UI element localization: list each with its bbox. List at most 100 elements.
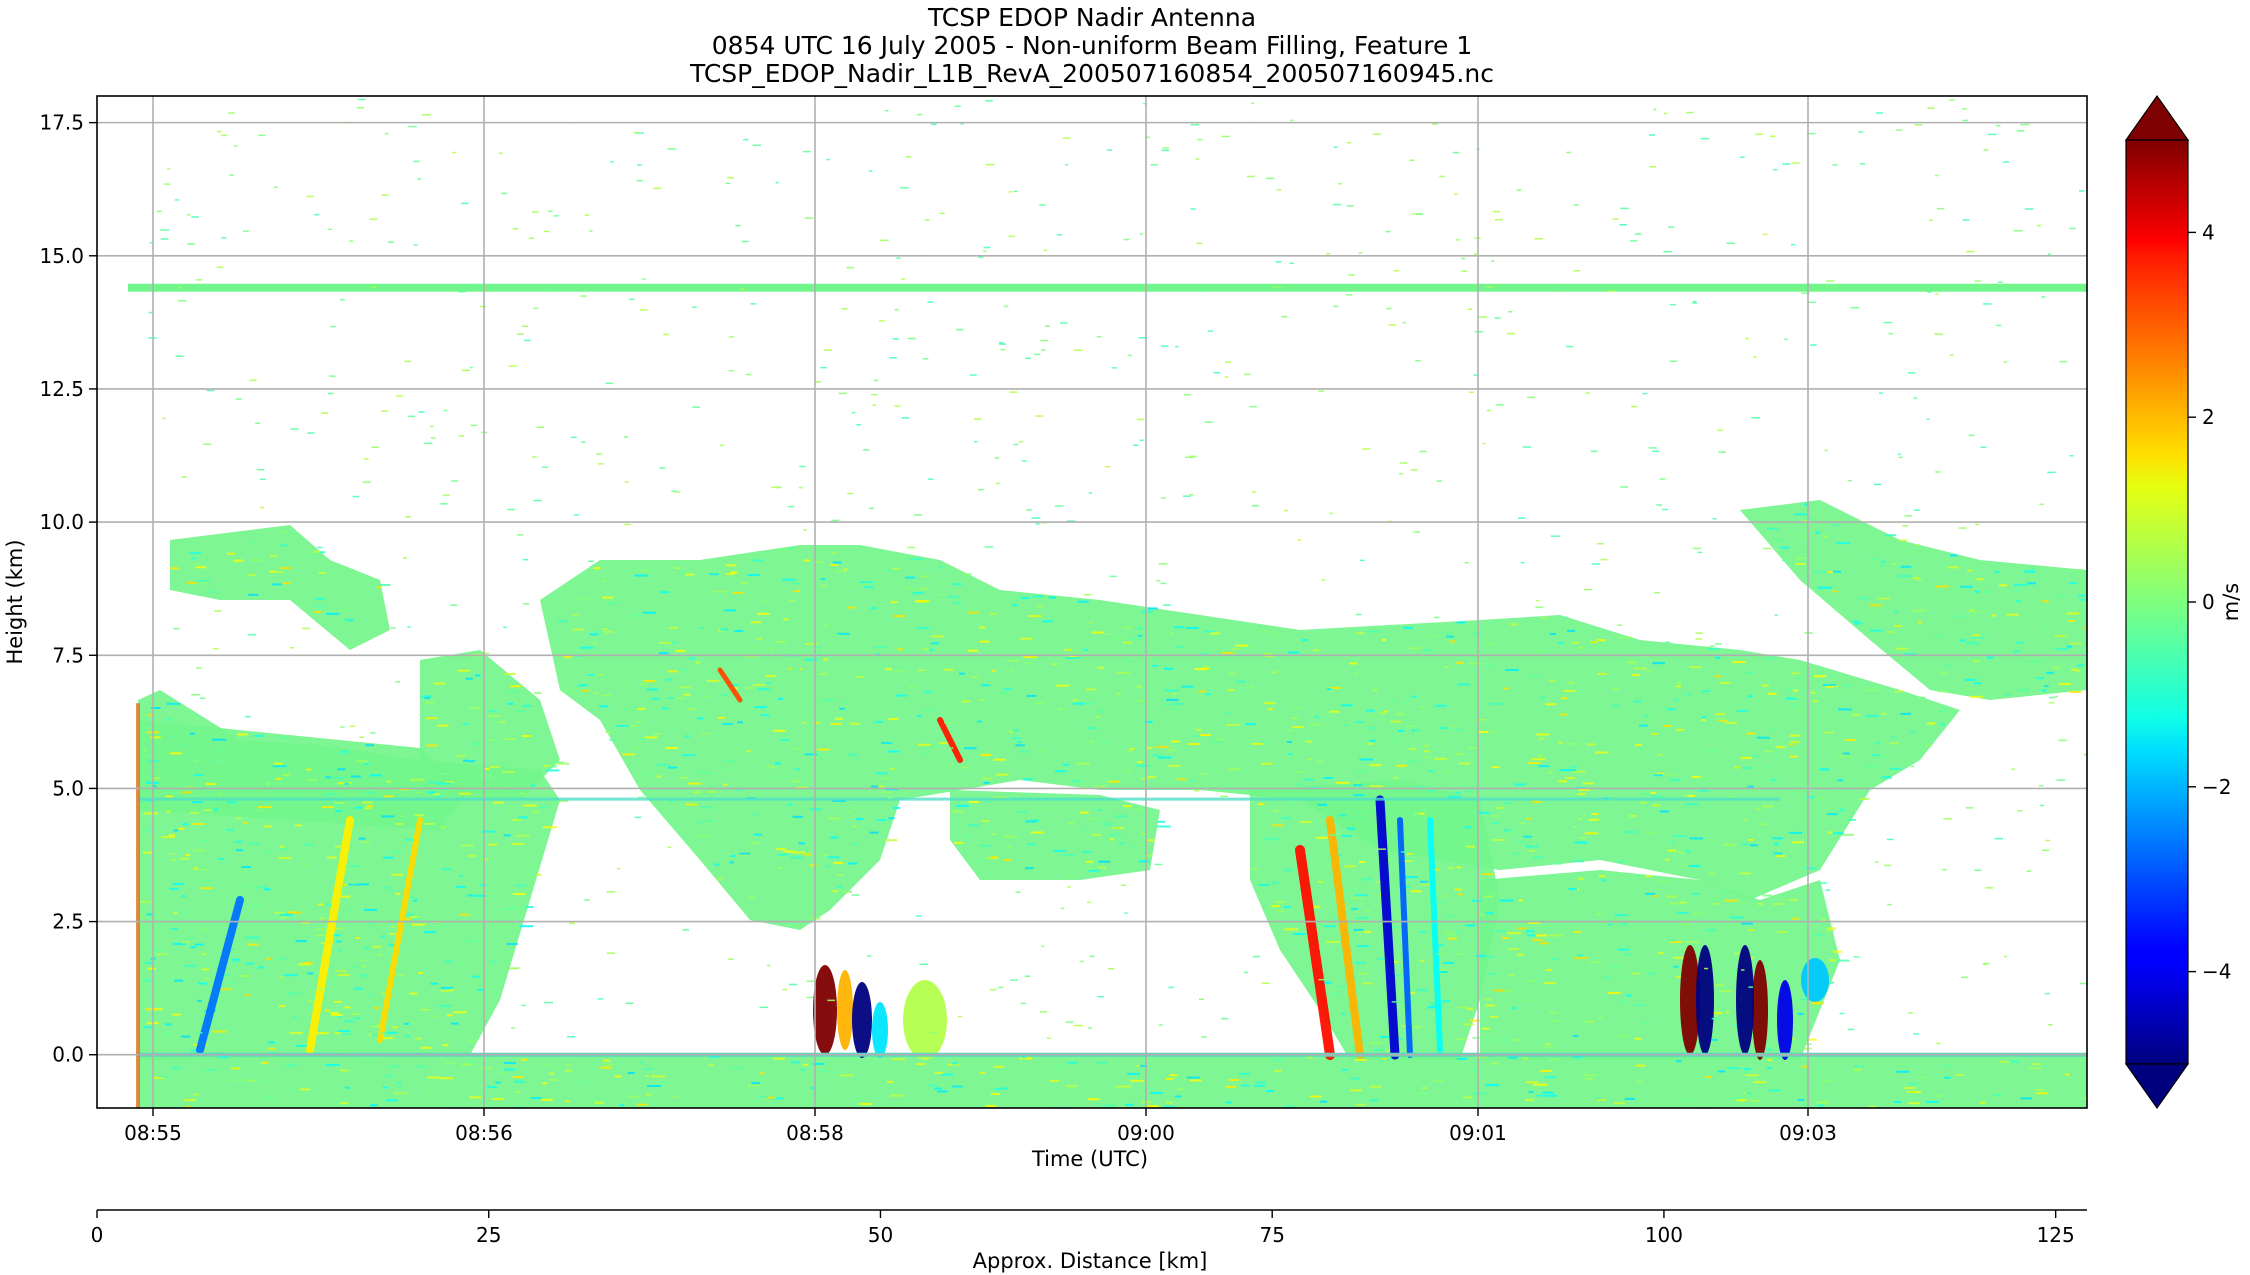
- noise-cell: [1156, 650, 1160, 652]
- speckle-cell: [457, 669, 471, 672]
- speckle-cell: [220, 988, 231, 991]
- speckle-cell: [1877, 755, 1892, 758]
- noise-cell: [985, 163, 995, 166]
- speckle-cell: [334, 1032, 341, 1035]
- speckle-cell: [236, 849, 244, 852]
- speckle-cell: [1464, 826, 1471, 829]
- speckle-cell: [1549, 633, 1556, 635]
- speckle-cell: [1051, 663, 1058, 666]
- speckle-cell: [979, 626, 986, 629]
- speckle-cell: [1349, 662, 1358, 665]
- speckle-cell: [512, 1076, 523, 1079]
- speckle-cell: [459, 913, 470, 916]
- speckle-cell: [1427, 770, 1435, 772]
- speckle-cell: [403, 1022, 409, 1025]
- speckle-cell: [1813, 675, 1827, 678]
- speckle-cell: [1627, 661, 1637, 664]
- speckle-cell: [1489, 1015, 1499, 1018]
- speckle-cell: [1597, 672, 1607, 675]
- noise-cell: [1088, 1027, 1092, 1029]
- noise-cell: [606, 952, 616, 954]
- y-axis-label: Height (km): [3, 539, 27, 664]
- speckle-cell: [193, 867, 198, 870]
- speckle-cell: [367, 993, 372, 996]
- noise-cell: [357, 98, 366, 101]
- speckle-cell: [1817, 586, 1832, 589]
- speckle-cell: [541, 1098, 553, 1101]
- speckle-cell: [1456, 621, 1466, 624]
- speckle-cell: [1657, 952, 1665, 955]
- speckle-cell: [1255, 1081, 1267, 1084]
- noise-cell: [1659, 880, 1667, 882]
- noise-cell: [459, 994, 466, 996]
- noise-cell: [2069, 455, 2074, 457]
- speckle-cell: [344, 1020, 354, 1023]
- speckle-cell: [1137, 634, 1143, 637]
- noise-cell: [1111, 367, 1118, 369]
- noise-cell: [1580, 815, 1586, 817]
- speckle-cell: [1125, 659, 1133, 662]
- noise-cell: [1995, 124, 2001, 127]
- speckle-cell: [278, 856, 292, 859]
- noise-cell: [789, 599, 796, 602]
- speckle-cell: [977, 720, 982, 723]
- speckle-cell: [804, 658, 818, 661]
- speckle-cell: [1369, 727, 1375, 729]
- speckle-cell: [1317, 880, 1323, 883]
- speckle-cell: [1086, 860, 1094, 863]
- speckle-cell: [2083, 627, 2087, 630]
- speckle-cell: [1103, 823, 1113, 826]
- speckle-cell: [1446, 635, 1454, 638]
- speckle-cell: [917, 743, 932, 746]
- noise-cell: [1160, 582, 1167, 585]
- streak-blue-left: [196, 896, 244, 1054]
- noise-cell: [216, 802, 222, 804]
- speckle-cell: [1748, 838, 1754, 841]
- speckle-cell: [1164, 703, 1170, 706]
- speckle-cell: [383, 1037, 393, 1040]
- noise-cell: [1399, 473, 1403, 475]
- speckle-cell: [739, 852, 751, 855]
- speckle-cell: [1484, 643, 1497, 646]
- speckle-cell: [1508, 974, 1515, 977]
- speckle-cell: [1577, 646, 1584, 649]
- speckle-cell: [231, 1067, 240, 1070]
- noise-cell: [1031, 517, 1041, 519]
- speckle-cell: [1739, 872, 1752, 875]
- speckle-cell: [1811, 1001, 1820, 1004]
- noise-cell: [1015, 891, 1021, 893]
- speckle-cell: [289, 1032, 303, 1034]
- speckle-cell: [1827, 813, 1838, 816]
- speckle-cell: [1790, 849, 1795, 852]
- noise-cell: [1386, 307, 1392, 310]
- noise-cell: [1329, 834, 1337, 836]
- speckle-cell: [659, 591, 670, 594]
- speckle-cell: [1991, 614, 1996, 617]
- noise-cell: [1360, 559, 1365, 562]
- speckle-cell: [487, 1086, 497, 1088]
- speckle-cell: [1613, 1102, 1625, 1105]
- speckle-cell: [1633, 1004, 1646, 1007]
- speckle-cell: [391, 873, 403, 876]
- speckle-cell: [1574, 1057, 1585, 1060]
- speckle-cell: [325, 776, 331, 779]
- speckle-cell: [1559, 771, 1565, 774]
- speckle-cell: [298, 834, 311, 837]
- noise-cell: [1106, 149, 1113, 151]
- noise-cell: [2011, 768, 2015, 770]
- speckle-cell: [794, 768, 801, 770]
- noise-cell: [200, 581, 208, 584]
- noise-cell: [370, 732, 376, 734]
- speckle-cell: [1201, 652, 1208, 655]
- speckle-cell: [675, 649, 686, 652]
- speckle-cell: [1054, 770, 1067, 773]
- noise-cell: [1041, 349, 1046, 351]
- noise-cell: [818, 652, 822, 654]
- speckle-cell: [1903, 1087, 1916, 1089]
- speckle-cell: [1265, 906, 1280, 909]
- speckle-cell: [832, 890, 838, 893]
- noise-cell: [642, 278, 646, 280]
- speckle-cell: [1772, 903, 1786, 906]
- speckle-cell: [716, 838, 722, 841]
- distance-tick-label: 125: [2037, 1223, 2075, 1247]
